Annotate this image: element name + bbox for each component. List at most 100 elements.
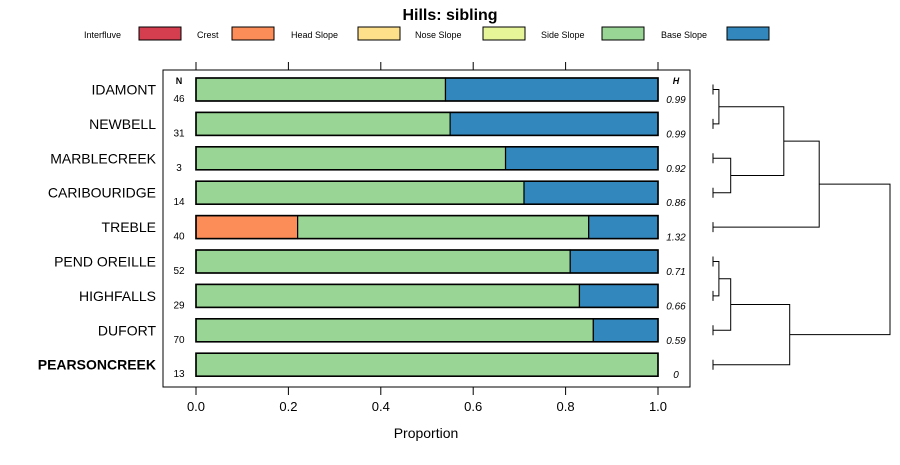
legend-swatch-3 — [482, 26, 526, 41]
n-header: N — [176, 76, 183, 86]
bar-segment-3-5 — [523, 180, 659, 205]
bar-segment-6-5 — [578, 283, 659, 308]
row-n-3: 14 — [173, 197, 185, 208]
bar-segment-0-4 — [195, 77, 447, 102]
dendrogram-merge-5 — [713, 278, 732, 331]
bar-segment-1-4 — [195, 111, 451, 137]
row-label-3: CARIBOURIDGE — [48, 185, 156, 201]
bar-outline-2 — [195, 146, 659, 171]
row-5: PEND OREILLE 52 0.71 — [54, 249, 686, 278]
row-n-7: 70 — [173, 335, 185, 346]
dendrogram-merge-4 — [713, 261, 720, 297]
row-n-8: 13 — [173, 369, 185, 380]
row-h-0: 0.99 — [666, 95, 686, 106]
bar-segment-8-4 — [195, 352, 659, 377]
row-n-1: 31 — [173, 128, 185, 139]
x-axis: 0.0 0.2 0.4 0.6 0.8 1.0 — [187, 387, 667, 414]
bar-segment-5-5 — [569, 249, 659, 274]
dendrogram-merge-2 — [718, 106, 785, 176]
bar-segment-3-4 — [195, 180, 525, 205]
row-8: PEARSONCREEK 13 0 — [38, 352, 679, 381]
dendrogram — [712, 84, 891, 370]
bar-segment-2-4 — [195, 146, 507, 171]
row-n-4: 40 — [173, 232, 185, 243]
row-2: MARBLECREEK 3 0.92 — [50, 146, 686, 175]
row-label-8: PEARSONCREEK — [38, 357, 156, 373]
x-tick-label-5: 1.0 — [649, 399, 667, 414]
legend-label-3: Nose Slope — [415, 30, 462, 40]
row-3: CARIBOURIDGE 14 0.86 — [48, 180, 686, 209]
row-h-4: 1.32 — [666, 233, 686, 244]
row-h-2: 0.92 — [666, 164, 686, 175]
bar-segment-2-5 — [504, 146, 659, 171]
bar-outline-0 — [195, 77, 659, 102]
bar-outline-7 — [195, 317, 659, 343]
row-0: IDAMONT 46 0.99 — [91, 77, 686, 106]
legend-label-4: Side Slope — [541, 30, 585, 40]
row-n-5: 52 — [173, 266, 185, 277]
row-n-6: 29 — [173, 300, 185, 311]
legend-label-1: Crest — [197, 30, 219, 40]
bar-outline-5 — [195, 249, 659, 274]
legend: Interfluve Crest Head Slope Nose Slope Side … — [84, 26, 770, 41]
dendrogram-merge-7 — [789, 183, 891, 336]
row-4: TREBLE 40 1.32 — [102, 214, 686, 244]
legend-swatch-5 — [726, 26, 770, 41]
bar-segment-7-4 — [195, 318, 594, 343]
row-h-1: 0.99 — [666, 129, 686, 140]
chart-title: Hills: sibling — [402, 7, 497, 24]
bar-outline-6 — [195, 283, 659, 309]
row-label-4: TREBLE — [102, 219, 156, 235]
legend-label-5: Base Slope — [661, 30, 707, 40]
dendrogram-merge-0 — [713, 89, 720, 125]
x-tick-label-0: 0.0 — [187, 399, 205, 414]
row-h-8: 0 — [673, 370, 679, 381]
bar-segment-1-5 — [449, 111, 659, 137]
dendrogram-merge-3 — [713, 140, 820, 228]
bar-outline-3 — [195, 180, 659, 205]
row-6: HIGHFALLS 29 0.66 — [79, 283, 686, 312]
row-label-5: PEND OREILLE — [54, 254, 156, 270]
h-header: H — [673, 76, 680, 86]
bar-outline-1 — [195, 111, 659, 137]
row-n-0: 46 — [173, 94, 185, 105]
bar-segment-4-4 — [297, 215, 590, 240]
bar-segment-4-5 — [588, 215, 659, 240]
bar-outline-4 — [195, 214, 659, 240]
x-tick-label-2: 0.4 — [372, 399, 390, 414]
row-h-5: 0.71 — [666, 267, 685, 278]
bar-outline-8 — [195, 352, 659, 378]
bar-segment-4-1 — [195, 215, 299, 240]
dendrogram-merge-1 — [713, 157, 732, 194]
row-7: DUFORT 70 0.59 — [98, 317, 686, 347]
row-h-7: 0.59 — [666, 336, 686, 347]
row-n-2: 3 — [176, 163, 182, 174]
row-label-0: IDAMONT — [91, 82, 156, 98]
x-tick-label-3: 0.6 — [464, 399, 482, 414]
row-h-3: 0.86 — [666, 198, 686, 209]
bar-segment-7-5 — [592, 318, 659, 343]
row-label-6: HIGHFALLS — [79, 288, 156, 304]
x-axis-label: Proportion — [394, 425, 459, 441]
bar-segment-5-4 — [195, 249, 571, 274]
legend-swatch-2 — [357, 26, 401, 41]
legend-label-0: Interfluve — [84, 30, 121, 40]
row-label-1: NEWBELL — [89, 116, 156, 132]
row-label-7: DUFORT — [98, 322, 157, 338]
legend-label-2: Head Slope — [291, 30, 338, 40]
row-label-2: MARBLECREEK — [50, 150, 156, 166]
top-axis-ticks — [195, 62, 659, 70]
row-1: NEWBELL 31 0.99 — [89, 111, 686, 140]
legend-swatch-1 — [231, 26, 275, 41]
bar-segment-6-4 — [195, 283, 581, 308]
x-tick-label-4: 0.8 — [557, 399, 575, 414]
x-tick-label-1: 0.2 — [279, 399, 297, 414]
legend-swatch-4 — [601, 26, 645, 41]
bar-segment-0-5 — [444, 77, 659, 102]
dendrogram-merge-6 — [713, 304, 791, 366]
legend-swatch-0 — [138, 26, 182, 41]
row-h-6: 0.66 — [666, 301, 686, 312]
plot-frame — [162, 69, 691, 388]
bar-rows: IDAMONT 46 0.99 NEWBELL 31 0.99 MARBLECREEK 3 0.… — [38, 77, 686, 381]
